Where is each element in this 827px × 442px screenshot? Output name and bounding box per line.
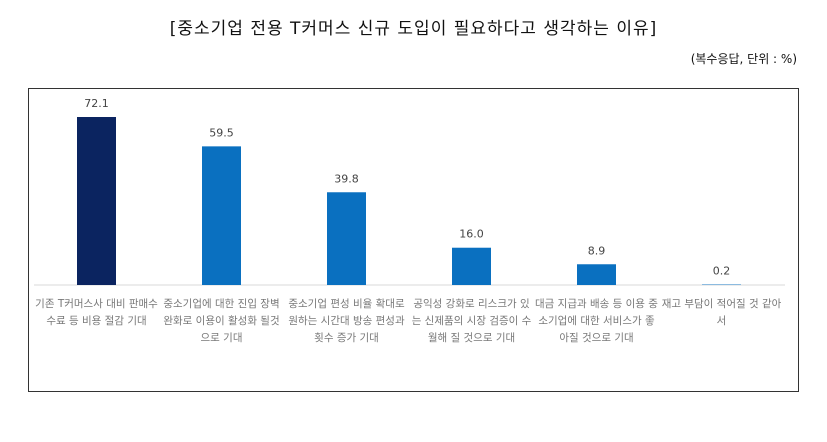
- category-label: 중소기업 편성 비율 확대로 원하는 시간대 방송 편성과 횟수 증가 기대: [288, 298, 405, 344]
- data-label: 8.9: [588, 244, 606, 257]
- bar: [452, 247, 491, 285]
- category-label: 중소기업에 대한 진입 장벽 완화로 이용이 활성화 될것으로 기대: [163, 298, 280, 344]
- data-label: 16.0: [459, 228, 484, 241]
- chart-title: [중소기업 전용 T커머스 신규 도입이 필요하다고 생각하는 이유]: [169, 19, 658, 39]
- bar: [202, 146, 241, 285]
- bar: [577, 264, 616, 285]
- chart-subtitle: (복수응답, 단위 : %): [690, 52, 797, 66]
- category-label: 기존 T커머스사 대비 판매수수료 등 비용 절감 기대: [35, 298, 158, 327]
- category-label: 재고 부담이 적어질 것 같아서: [661, 298, 782, 327]
- data-label: 72.1: [84, 97, 109, 110]
- chart-frame: [28, 88, 799, 392]
- category-label: 대금 지급과 배송 등 이용 중소기업에 대한 서비스가 좋아질 것으로 기대: [535, 298, 658, 344]
- data-label: 59.5: [209, 126, 234, 139]
- category-label: 공익성 강화로 리스크가 있는 신제품의 시장 검증이 수월해 질 것으로 기대: [411, 298, 532, 344]
- bar: [327, 192, 366, 285]
- data-label: 0.2: [713, 265, 731, 278]
- bar: [77, 117, 116, 285]
- data-label: 39.8: [334, 172, 359, 185]
